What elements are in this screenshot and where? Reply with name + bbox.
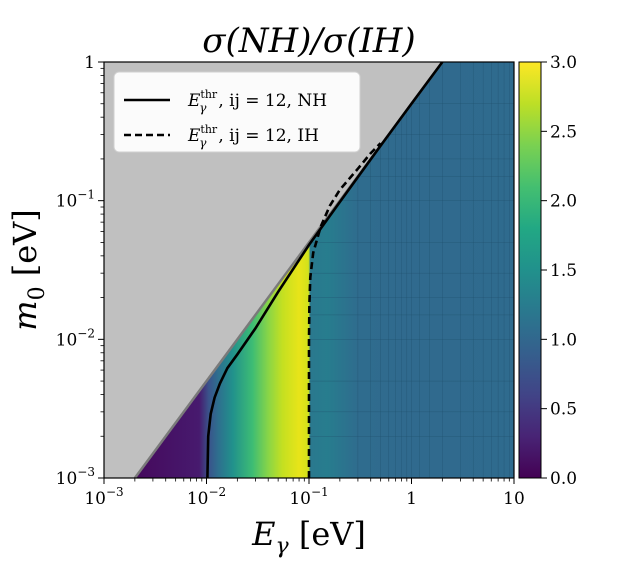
x-tick-label: 10−2	[187, 485, 226, 509]
axis-label-text: m0 [eV]	[6, 209, 50, 331]
colorbar-tick-label: 3.0	[550, 53, 577, 73]
y-tick-label: 1	[84, 53, 95, 73]
x-tick-label: 10	[503, 489, 525, 509]
x-tick-label: 10−1	[289, 485, 328, 509]
colorbar-ticks: 0.0 0.5 1.0 1.5 2.0 2.5 3.0	[541, 53, 577, 489]
x-tick-label: 1	[406, 489, 417, 509]
y-tick-label: 10−1	[56, 188, 95, 212]
x-tick-label: 10−3	[84, 485, 123, 509]
colorbar-tick-label: 0.5	[550, 400, 577, 420]
colorbar-tick-label: 1.0	[550, 330, 577, 350]
nh-threshold-curve	[206, 62, 444, 478]
colorbar-tick-label: 2.0	[550, 192, 577, 212]
colorbar-tick-label: 0.0	[550, 469, 577, 489]
colorbar-tick-label: 2.5	[550, 122, 577, 142]
legend-label-nh: Ethr γ, ij = 12, NH	[187, 88, 327, 115]
legend-label-ih: Ethr γ, ij = 12, IH	[187, 123, 319, 150]
legend-box	[113, 71, 361, 153]
y-axis: 10−3 10−2 10−1 1	[56, 53, 104, 489]
x-axis: 10−3 10−2 10−1 1 10	[84, 478, 525, 509]
colorbar-tick-label: 1.5	[550, 261, 577, 281]
x-axis-label: Eγ [eV]	[251, 515, 366, 559]
chart-title: σ(NH)/σ(IH)	[202, 21, 415, 61]
y-axis-label: m0 [eV]	[6, 209, 50, 331]
colorbar	[518, 61, 542, 479]
y-tick-label: 10−3	[56, 465, 95, 489]
forbidden-region	[104, 62, 514, 478]
axis-label-text: Eγ [eV]	[251, 515, 366, 559]
legend: Ethr γ, ij = 12, NH Ethr γ, ij = 12, IH	[113, 71, 361, 153]
y-tick-label: 10−2	[56, 326, 95, 350]
